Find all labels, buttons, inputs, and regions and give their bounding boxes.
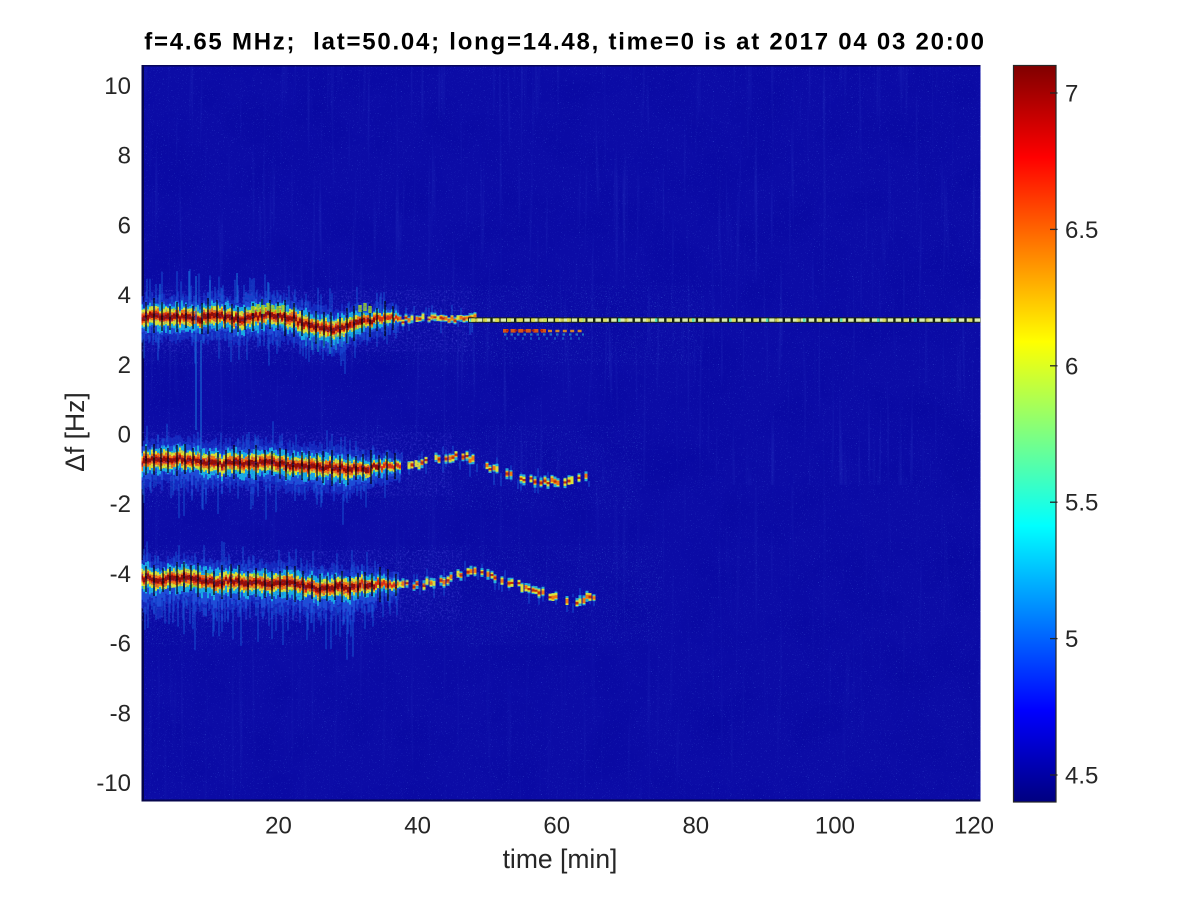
svg-text:6: 6: [1065, 353, 1078, 380]
svg-text:-6: -6: [110, 631, 131, 658]
svg-text:60: 60: [543, 813, 570, 840]
svg-text:40: 40: [404, 813, 431, 840]
svg-text:5.5: 5.5: [1065, 490, 1098, 517]
svg-text:100: 100: [815, 813, 855, 840]
svg-text:10: 10: [104, 73, 131, 100]
svg-text:-2: -2: [110, 491, 131, 518]
svg-text:4: 4: [118, 282, 131, 309]
svg-text:5: 5: [1065, 626, 1078, 653]
svg-text:8: 8: [118, 143, 131, 170]
svg-text:-8: -8: [110, 701, 131, 728]
svg-text:6.5: 6.5: [1065, 217, 1098, 244]
svg-text:-10: -10: [96, 770, 131, 797]
svg-text:80: 80: [682, 813, 709, 840]
svg-text:Δf [Hz]: Δf [Hz]: [60, 392, 90, 472]
svg-text:7: 7: [1065, 81, 1078, 108]
svg-text:4.5: 4.5: [1065, 763, 1098, 790]
svg-text:f=4.65 MHz; lat=50.04; long=1: f=4.65 MHz; lat=50.04; long=14.48, time=…: [144, 29, 985, 56]
svg-text:6: 6: [118, 212, 131, 239]
svg-text:time [min]: time [min]: [503, 844, 618, 874]
svg-text:0: 0: [118, 422, 131, 449]
svg-text:120: 120: [954, 813, 994, 840]
svg-text:2: 2: [118, 352, 131, 379]
svg-text:-4: -4: [110, 561, 131, 588]
svg-text:20: 20: [265, 813, 292, 840]
